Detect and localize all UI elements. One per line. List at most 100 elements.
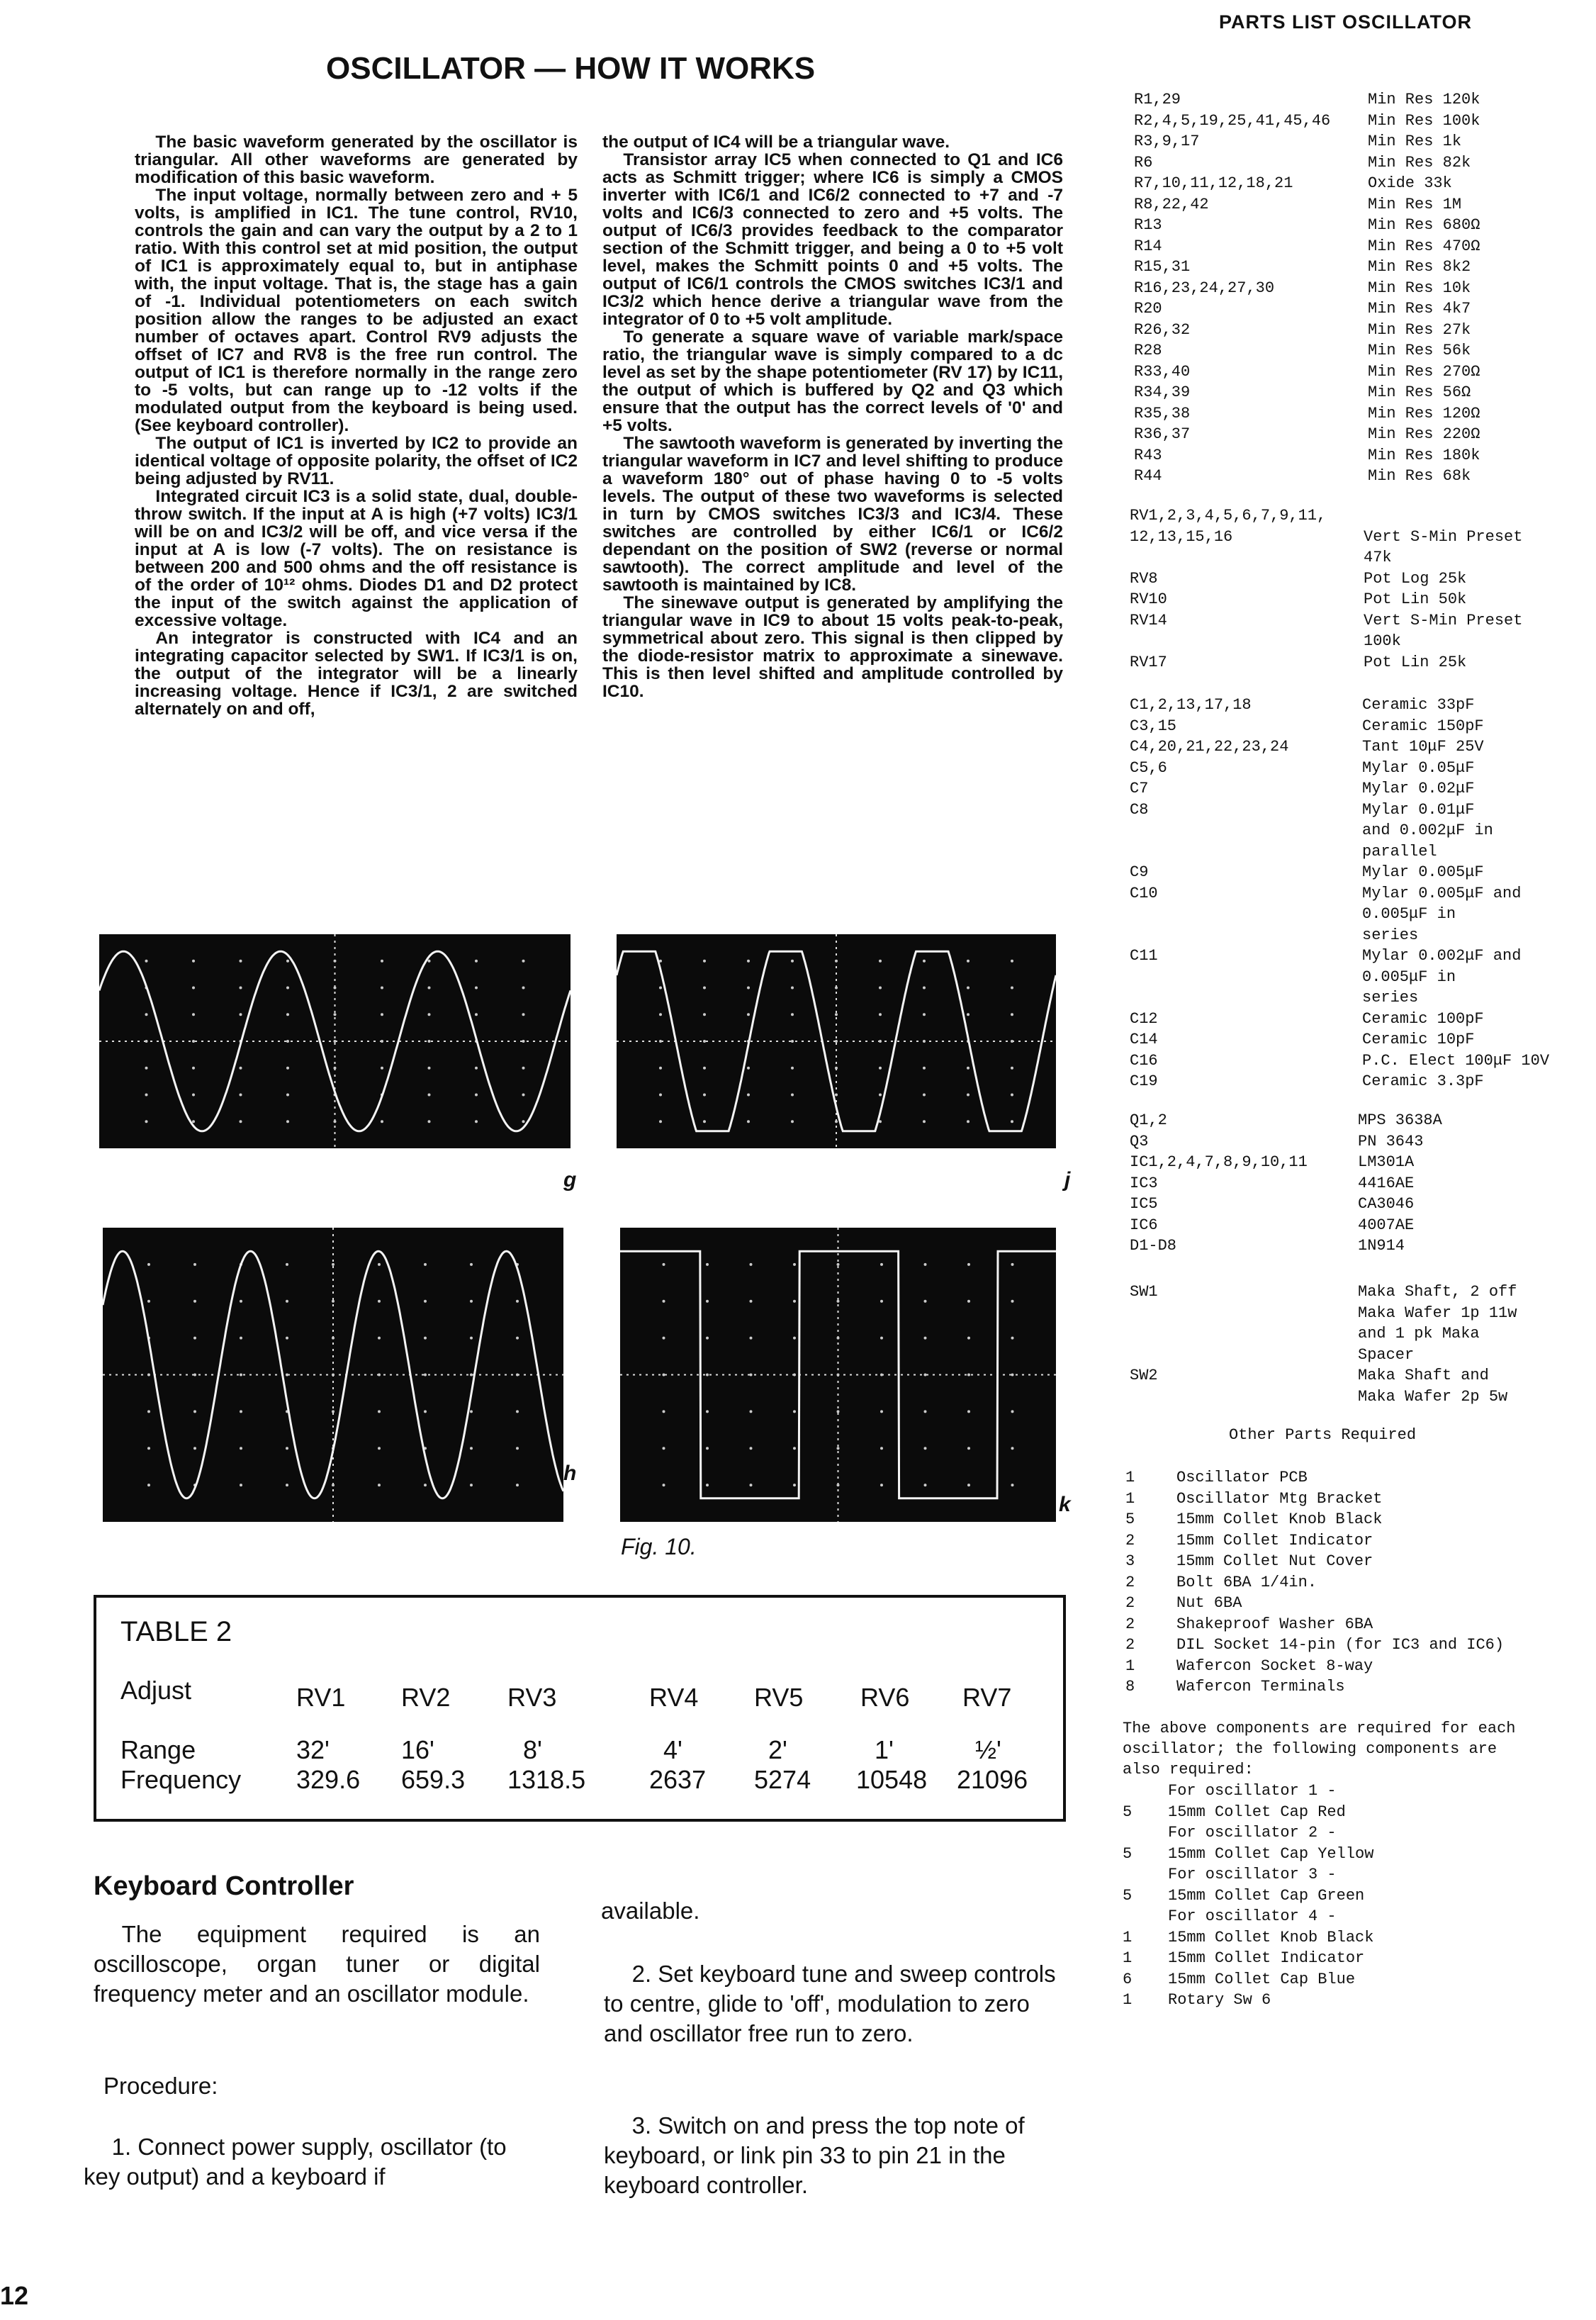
- graticule-dot: [791, 1040, 794, 1043]
- part-designator: RV1,2,3,4,5,6,7,9,11,: [1130, 507, 1327, 525]
- graticule-dot: [286, 1066, 289, 1070]
- part-designator: C5,6: [1130, 758, 1167, 777]
- part-designator: R26,32: [1134, 320, 1191, 339]
- graticule-dot: [427, 1040, 431, 1043]
- oscilloscope-trace-k: [620, 1228, 1056, 1522]
- graticule-dot: [381, 986, 383, 990]
- part-value: 15mm Collet Cap Blue: [1168, 1970, 1356, 1988]
- graticule-dot: [879, 1040, 882, 1043]
- graticule-dot: [332, 1410, 335, 1413]
- part-value: and 0.002μF in: [1362, 822, 1493, 839]
- graticule-dot: [381, 959, 383, 963]
- part-value: and 1 pk Maka: [1358, 1325, 1480, 1343]
- parts-list-row: C5,6 Mylar 0.05μF: [1130, 758, 1583, 779]
- table-cell-rv: RV1: [296, 1683, 346, 1712]
- graticule-dot: [427, 1013, 431, 1016]
- graticule-dot: [522, 1013, 525, 1016]
- scope-label-j: j: [1064, 1168, 1071, 1192]
- other-parts-row: 5 15mm Collet Cap Green: [1123, 1885, 1576, 1907]
- part-designator: Q3: [1130, 1132, 1149, 1150]
- paragraph: The input voltage, normally between zero…: [135, 186, 578, 435]
- part-value: series: [1362, 989, 1419, 1007]
- other-parts-row: 1 Oscillator PCB: [1125, 1467, 1579, 1489]
- parts-list-row: Spacer: [1130, 1345, 1583, 1366]
- part-designator: C4,20,21,22,23,24: [1130, 738, 1289, 756]
- part-designator: R1,29: [1134, 91, 1181, 108]
- per-oscillator-parts-list: For oscillator 1 - 5 15mm Collet Cap Red Fo…: [1123, 1781, 1576, 2011]
- parts-list-row: C16 P.C. Elect 100μF 10V: [1130, 1050, 1583, 1072]
- scope-label-h: h: [563, 1462, 577, 1485]
- part-value: 15mm Collet Cap Red: [1168, 1803, 1346, 1821]
- part-value: Min Res 1M: [1368, 195, 1462, 213]
- parts-list-row: IC5 CA3046: [1130, 1194, 1583, 1215]
- part-value: series: [1362, 926, 1419, 944]
- table-cell-frequency: 659.3: [401, 1765, 466, 1794]
- part-value: 47k: [1364, 549, 1392, 566]
- graticule-dot: [967, 1299, 970, 1303]
- parts-list-row: RV10 Pot Lin 50k: [1130, 589, 1583, 610]
- parts-list-row: C7 Mylar 0.02μF: [1130, 778, 1583, 800]
- parts-list-row: SW2 Maka Shaft and: [1130, 1365, 1583, 1386]
- graticule-dot: [239, 1120, 242, 1123]
- parts-list-row: R43 Min Res 180k: [1134, 445, 1587, 466]
- graticule-dot: [749, 1484, 753, 1487]
- paragraph: The output of IC1 is inverted by IC2 to …: [135, 434, 578, 488]
- graticule-dot: [835, 1120, 838, 1123]
- graticule-dot: [516, 1299, 519, 1303]
- table-cell-range: 4': [663, 1735, 682, 1764]
- paragraph: The sawtooth waveform is generated by in…: [602, 434, 1063, 595]
- graticule-dot: [286, 1299, 288, 1303]
- parts-list-row: R44 Min Res 68k: [1134, 466, 1587, 487]
- part-designator: R16,23,24,27,30: [1134, 279, 1275, 297]
- part-value: Oxide 33k: [1368, 174, 1452, 192]
- part-designator: 2: [1125, 1594, 1135, 1612]
- page-title: OSCILLATOR — HOW IT WORKS: [326, 51, 816, 86]
- part-value: Min Res 27k: [1368, 320, 1471, 339]
- part-value: DIL Socket 14-pin (for IC3 and IC6): [1176, 1636, 1505, 1654]
- table-cell-range: 1': [875, 1735, 894, 1764]
- graticule-dot: [516, 1336, 519, 1340]
- graticule-dot: [475, 986, 478, 990]
- parts-list-row: Maka Wafer 1p 11w: [1130, 1303, 1583, 1324]
- part-value: Mylar 0.02μF: [1362, 780, 1475, 797]
- table-cell-rv: RV3: [507, 1683, 557, 1712]
- graticule-dot: [424, 1484, 427, 1487]
- graticule-dot: [286, 1262, 288, 1266]
- graticule-dot: [923, 1093, 926, 1097]
- part-designator: 5: [1123, 1886, 1133, 1905]
- part-value: 15mm Collet Indicator: [1168, 1949, 1365, 1967]
- part-value: Ceramic 33pF: [1362, 696, 1475, 714]
- graticule-dot: [147, 1262, 150, 1266]
- graticule-dot: [193, 1447, 196, 1450]
- part-designator: 6: [1123, 1970, 1133, 1988]
- parts-list-row: C1,2,13,17,18 Ceramic 33pF: [1130, 695, 1583, 716]
- graticule-dot: [1011, 1373, 1014, 1377]
- part-designator: R13: [1134, 216, 1162, 234]
- other-parts-row: For oscillator 3 -: [1123, 1864, 1576, 1885]
- table-cell-frequency: 2637: [649, 1765, 707, 1794]
- other-parts-row: 1 Wafercon Socket 8-way: [1125, 1656, 1579, 1677]
- table-cell-range: 32': [296, 1735, 330, 1764]
- graticule-dot: [239, 1013, 242, 1016]
- page-number: 12: [0, 2281, 29, 2310]
- graticule-dot: [145, 1040, 148, 1043]
- part-designator: 5: [1125, 1511, 1135, 1528]
- graticule-dot: [793, 1299, 796, 1303]
- part-value: Oscillator Mtg Bracket: [1176, 1489, 1383, 1508]
- table-row-label-range: Range: [120, 1735, 196, 1764]
- parts-list-row: 0.005μF in: [1130, 904, 1583, 925]
- other-parts-row: 8 Wafercon Terminals: [1125, 1676, 1579, 1698]
- parts-list-row: RV14 Vert S-Min Preset: [1130, 610, 1583, 632]
- graticule-dot: [522, 959, 525, 963]
- part-value: Min Res 8k2: [1368, 258, 1471, 276]
- paragraph: Integrated circuit IC3 is a solid state,…: [135, 487, 578, 630]
- part-designator: R44: [1134, 467, 1162, 485]
- part-value: CA3046: [1358, 1195, 1415, 1213]
- graticule-dot: [967, 1484, 970, 1487]
- part-value: Bolt 6BA 1/4in.: [1176, 1573, 1317, 1591]
- part-value: Mylar 0.005μF and: [1362, 884, 1522, 902]
- graticule-dot: [835, 1040, 838, 1043]
- part-value: Min Res 4k7: [1368, 300, 1471, 318]
- parts-list-row: C19 Ceramic 3.3pF: [1130, 1071, 1583, 1092]
- graticule-dot: [381, 1040, 383, 1043]
